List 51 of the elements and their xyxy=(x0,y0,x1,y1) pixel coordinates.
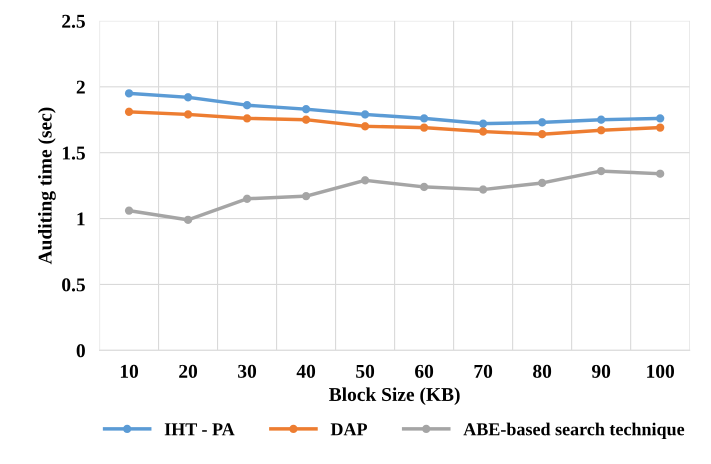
point xyxy=(538,118,546,127)
point xyxy=(184,110,192,119)
y-tick-label: 1.5 xyxy=(62,146,85,160)
point xyxy=(124,206,134,215)
point xyxy=(302,192,310,200)
y-tick-label: 2.5 xyxy=(62,14,85,28)
x-tick-label: 90 xyxy=(592,364,610,378)
x-tick-label: 10 xyxy=(120,364,138,378)
x-tick-label: 40 xyxy=(296,364,316,378)
point xyxy=(124,89,134,98)
point xyxy=(360,122,370,130)
y-tick-label: 0.5 xyxy=(62,278,85,292)
point xyxy=(538,130,546,138)
point xyxy=(596,166,606,176)
x-axis-title: Block Size (KB) xyxy=(329,387,460,406)
point xyxy=(360,176,370,184)
point xyxy=(242,101,252,110)
point xyxy=(538,178,546,188)
point xyxy=(242,194,252,203)
x-tick-label: 20 xyxy=(179,364,198,378)
y-tick-label: 2 xyxy=(76,80,85,94)
point xyxy=(184,216,192,224)
point xyxy=(420,182,428,192)
point xyxy=(656,123,664,132)
legend-label: DAP xyxy=(330,423,368,436)
x-tick-label: 30 xyxy=(238,364,256,378)
point xyxy=(242,114,252,123)
x-tick-label: 70 xyxy=(474,364,492,378)
point xyxy=(656,170,664,178)
point xyxy=(302,105,310,114)
y-tick-label: 1 xyxy=(77,212,85,226)
point xyxy=(596,116,606,124)
x-tick-label: 80 xyxy=(533,364,552,378)
point xyxy=(656,114,664,123)
point xyxy=(478,120,488,128)
point xyxy=(124,108,134,116)
point xyxy=(302,116,310,124)
point xyxy=(596,126,606,134)
point xyxy=(478,185,488,194)
x-tick-label: 100 xyxy=(647,364,674,378)
legend-label: ABE-based search technique xyxy=(463,422,684,440)
point xyxy=(420,114,428,123)
legend-label: IHT - PA xyxy=(164,423,235,436)
x-tick-label: 60 xyxy=(415,364,434,378)
point xyxy=(478,127,488,136)
y-axis-title: Auditing time (sec) xyxy=(38,108,56,264)
y-tick-label: 0 xyxy=(76,344,85,358)
point xyxy=(184,93,192,102)
x-tick-label: 50 xyxy=(356,364,374,378)
point xyxy=(360,110,370,119)
point xyxy=(420,123,428,132)
